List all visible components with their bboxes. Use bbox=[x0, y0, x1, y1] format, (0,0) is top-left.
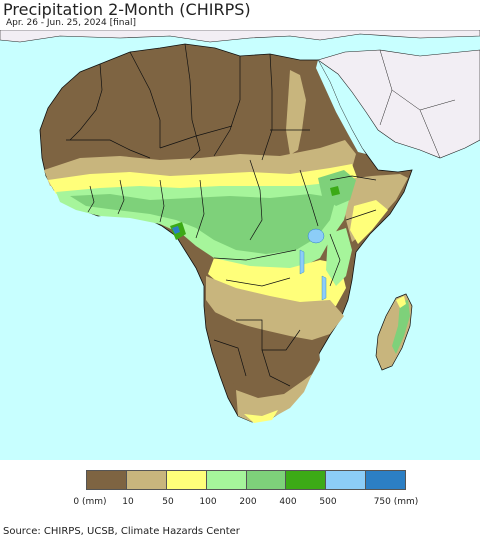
legend-swatch-6 bbox=[326, 471, 367, 489]
legend-label-5: 400 bbox=[279, 497, 297, 507]
legend-label-3: 100 bbox=[199, 497, 217, 507]
legend-label-1: 10 bbox=[122, 497, 134, 507]
south-coast-yellow bbox=[244, 410, 278, 423]
lake-victoria bbox=[307, 228, 325, 244]
legend-swatch-1 bbox=[126, 471, 167, 489]
wet-spot-3 bbox=[330, 186, 340, 196]
nile-region bbox=[286, 70, 306, 155]
madagascar-north-yellow bbox=[396, 296, 406, 308]
legend-label-2: 50 bbox=[162, 497, 174, 507]
europe-landmass bbox=[0, 30, 480, 43]
legend-swatch-4 bbox=[246, 471, 287, 489]
lake-malawi bbox=[321, 275, 327, 301]
legend-swatch-7 bbox=[366, 471, 405, 489]
wet-spot-2 bbox=[172, 226, 180, 234]
central-yellow bbox=[208, 258, 346, 312]
legend-label-0: 0 (mm) bbox=[73, 497, 107, 507]
legend-swatch-5 bbox=[286, 471, 327, 489]
legend-label-4: 200 bbox=[239, 497, 257, 507]
legend-swatch-3 bbox=[206, 471, 247, 489]
southern-dry bbox=[206, 308, 320, 406]
lake-tanganyika bbox=[299, 249, 305, 275]
legend-swatch-0 bbox=[87, 471, 127, 489]
source-credit: Source: CHIRPS, UCSB, Climate Hazards Ce… bbox=[3, 526, 240, 537]
legend-swatch-2 bbox=[166, 471, 207, 489]
equatorial-green bbox=[70, 194, 336, 254]
legend-label-6: 500 bbox=[319, 497, 337, 507]
red-sea bbox=[316, 60, 366, 154]
south-coast-tan bbox=[236, 374, 312, 422]
madagascar-east-green bbox=[392, 300, 410, 354]
legend-labels: 0 (mm) 10 50 100 200 400 500 750 (mm) bbox=[0, 497, 480, 511]
legend-label-7: 750 (mm) bbox=[373, 497, 419, 507]
map-subtitle: Apr. 26 - Jun. 25, 2024 [final] bbox=[6, 18, 137, 28]
horn-yellow bbox=[350, 200, 388, 244]
precipitation-map bbox=[0, 30, 480, 460]
arabia-borders bbox=[379, 49, 456, 159]
map-title: Precipitation 2-Month (CHIRPS) bbox=[3, 0, 251, 19]
legend-colorbar bbox=[86, 470, 406, 490]
country-boundaries bbox=[66, 43, 377, 387]
